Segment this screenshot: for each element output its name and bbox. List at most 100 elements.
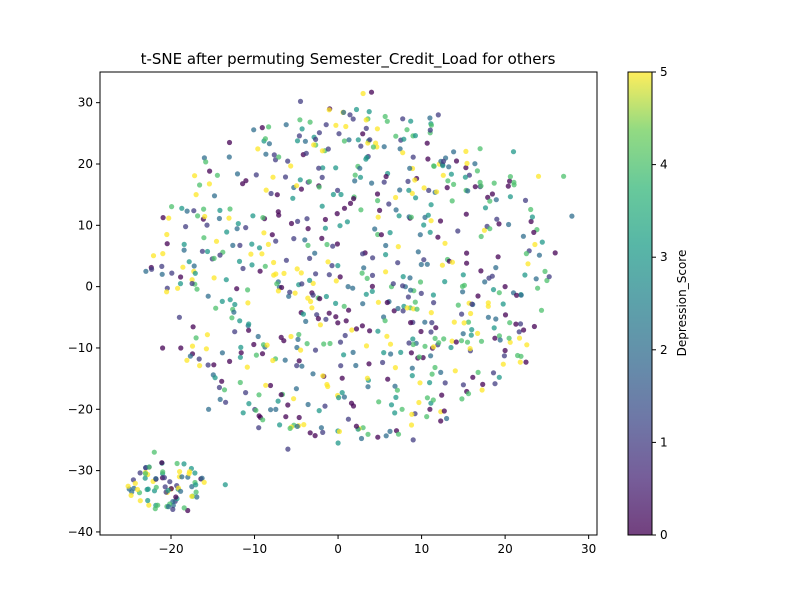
scatter-point: [427, 380, 433, 386]
scatter-point: [243, 178, 249, 184]
scatter-point: [374, 191, 381, 197]
scatter-point: [440, 163, 446, 169]
scatter-point: [323, 122, 329, 128]
scatter-point: [475, 369, 481, 375]
scatter-point: [234, 171, 241, 177]
scatter-point: [409, 190, 415, 196]
scatter-point: [347, 200, 354, 206]
scatter-point: [376, 399, 382, 405]
scatter-point: [398, 349, 404, 355]
scatter-point: [412, 299, 418, 305]
scatter-point: [463, 211, 469, 217]
scatter-point: [274, 192, 280, 198]
scatter-point: [337, 274, 343, 280]
scatter-point: [532, 241, 538, 248]
scatter-point: [249, 241, 255, 247]
scatter-point: [310, 371, 316, 377]
scatter-point: [405, 178, 411, 184]
scatter-point: [152, 506, 158, 512]
scatter-point: [493, 265, 499, 271]
scatter-point: [496, 221, 502, 227]
scatter-point: [193, 482, 199, 488]
scatter-point: [521, 327, 527, 333]
scatter-point: [170, 506, 176, 512]
scatter-point: [421, 257, 427, 263]
scatter-point: [424, 261, 430, 267]
scatter-point: [395, 431, 402, 437]
scatter-point: [288, 333, 294, 340]
scatter-point: [288, 163, 294, 169]
colorbar-tick-label: 4: [660, 158, 668, 172]
scatter-point: [273, 238, 279, 244]
scatter-point: [132, 480, 138, 486]
scatter-point: [199, 248, 205, 254]
scatter-point: [478, 183, 484, 189]
scatter-point: [253, 407, 259, 413]
scatter-point: [337, 223, 343, 229]
scatter-point: [518, 292, 524, 298]
colorbar-tick-label: 3: [660, 250, 668, 264]
scatter-point: [212, 375, 218, 381]
scatter-point: [299, 363, 305, 369]
scatter-point: [472, 161, 478, 167]
scatter-point: [480, 381, 486, 387]
scatter-point: [316, 408, 322, 414]
scatter-point: [455, 302, 461, 308]
scatter-point: [510, 149, 517, 155]
plot-frame: [99, 71, 598, 536]
scatter-point: [226, 139, 233, 146]
scatter-point: [431, 300, 437, 306]
scatter-point: [298, 186, 304, 192]
scatter-point: [408, 214, 414, 220]
scatter-point: [322, 225, 328, 231]
scatter-point: [238, 350, 244, 356]
scatter-point: [253, 172, 259, 178]
scatter-point: [312, 250, 318, 256]
scatter-point: [227, 358, 233, 364]
scatter-point: [281, 270, 287, 276]
scatter-point: [201, 206, 207, 212]
scatter-point: [271, 259, 277, 266]
scatter-point: [197, 182, 203, 188]
scatter-point: [427, 115, 433, 121]
scatter-point: [211, 255, 217, 261]
scatter-point: [201, 479, 207, 485]
scatter-point: [442, 380, 448, 386]
scatter-point: [240, 181, 246, 187]
scatter-point: [425, 156, 431, 162]
scatter-point: [160, 215, 166, 221]
scatter-point: [397, 187, 403, 193]
scatter-point: [518, 353, 524, 359]
scatter-point: [294, 266, 300, 272]
scatter-point: [275, 209, 281, 215]
scatter-point: [306, 178, 313, 185]
scatter-point: [369, 272, 376, 278]
scatter-point: [368, 89, 375, 95]
scatter-point: [205, 293, 211, 299]
scatter-point: [260, 215, 266, 221]
scatter-point: [315, 316, 321, 322]
scatter-point: [145, 486, 151, 492]
scatter-point: [269, 232, 275, 238]
scatter-point: [502, 284, 508, 290]
scatter-point: [300, 311, 306, 317]
scatter-point: [287, 289, 293, 295]
scatter-point: [301, 422, 307, 428]
scatter-point: [339, 375, 345, 381]
scatter-point: [441, 336, 447, 342]
scatter-point: [464, 250, 470, 256]
scatter-point: [326, 272, 332, 278]
scatter-point: [202, 213, 208, 220]
scatter-point: [341, 109, 347, 115]
scatter-point: [375, 299, 381, 305]
scatter-point: [232, 329, 238, 335]
scatter-point: [383, 242, 389, 249]
scatter-point: [223, 277, 229, 283]
scatter-point: [399, 406, 405, 412]
scatter-point: [268, 407, 274, 413]
scatter-point: [320, 429, 326, 435]
scatter-point: [227, 206, 233, 212]
scatter-point: [187, 353, 193, 359]
scatter-point: [238, 344, 244, 350]
scatter-point: [317, 322, 323, 328]
